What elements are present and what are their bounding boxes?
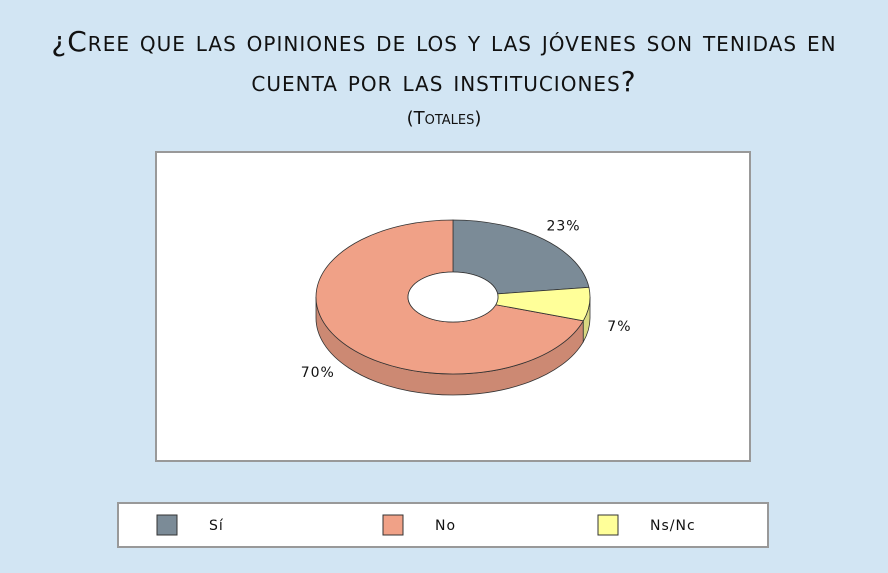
- donut-hole: [407, 271, 499, 323]
- legend-swatch: [382, 514, 404, 536]
- legend-box: [117, 502, 769, 548]
- legend-swatch: [597, 514, 619, 536]
- chart-subtitle: (Totales): [406, 108, 482, 129]
- data-label: 23%: [546, 219, 580, 235]
- legend-label: No: [435, 518, 456, 534]
- chart-title: ¿Cree que las opiniones de los y las jóv…: [51, 25, 837, 98]
- data-label: 70%: [301, 365, 335, 381]
- legend-label: Sí: [209, 518, 224, 534]
- data-label: 7%: [607, 319, 631, 335]
- legend-label: Ns/Nc: [650, 518, 696, 534]
- legend-swatch: [156, 514, 178, 536]
